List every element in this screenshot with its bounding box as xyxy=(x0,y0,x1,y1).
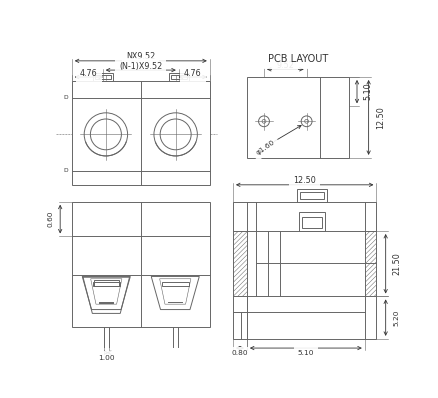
Text: 4.76: 4.76 xyxy=(80,69,98,78)
Text: 5.10: 5.10 xyxy=(297,351,314,357)
Bar xyxy=(299,212,325,231)
Text: D: D xyxy=(63,95,68,100)
Bar xyxy=(169,73,189,81)
Bar xyxy=(72,81,210,185)
Text: 12.50: 12.50 xyxy=(376,106,385,129)
Bar xyxy=(247,77,349,158)
Bar xyxy=(302,217,322,228)
Text: 0.60: 0.60 xyxy=(48,211,54,227)
Text: (N-1)X9.52: (N-1)X9.52 xyxy=(119,62,162,71)
Text: φ1.60: φ1.60 xyxy=(255,139,276,156)
Bar xyxy=(93,282,120,286)
Text: 1.00: 1.00 xyxy=(98,355,115,361)
Bar xyxy=(95,75,110,79)
Bar xyxy=(233,202,376,339)
Text: 4.76: 4.76 xyxy=(184,69,201,78)
Bar xyxy=(72,202,210,326)
Bar xyxy=(297,189,327,202)
Text: D: D xyxy=(63,168,68,174)
Text: 5.10: 5.10 xyxy=(364,83,372,100)
Bar xyxy=(171,75,187,79)
Text: 21.50: 21.50 xyxy=(392,252,401,275)
Text: 9.52: 9.52 xyxy=(276,61,294,70)
Text: 12.50: 12.50 xyxy=(293,176,316,185)
Text: 0.80: 0.80 xyxy=(232,351,248,357)
Bar xyxy=(300,192,324,199)
Text: 5.20: 5.20 xyxy=(393,309,399,326)
Text: PCB LAYOUT: PCB LAYOUT xyxy=(268,54,328,64)
Text: NX9.52: NX9.52 xyxy=(126,52,155,61)
Bar xyxy=(162,282,188,286)
Bar xyxy=(93,73,113,81)
Bar xyxy=(93,279,119,286)
